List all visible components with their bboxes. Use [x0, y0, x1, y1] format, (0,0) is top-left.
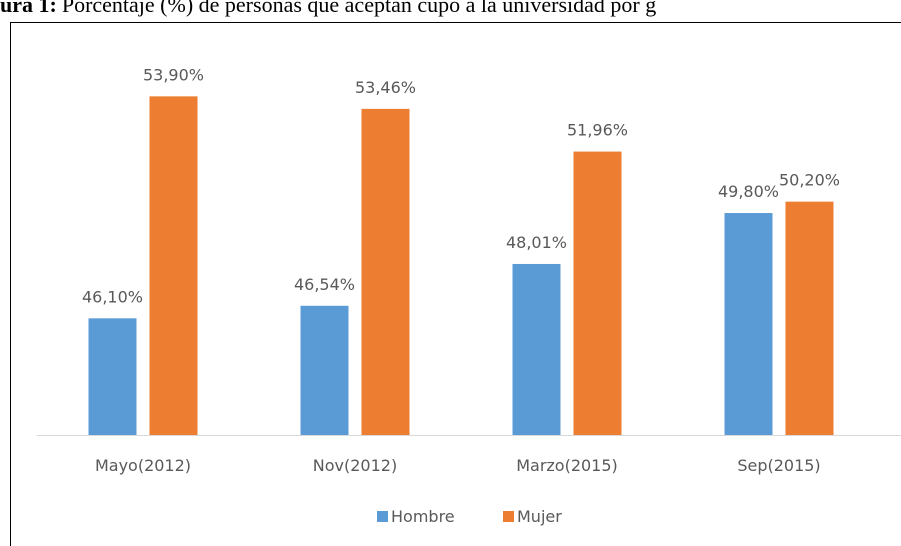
bar: [573, 151, 622, 435]
bar: [512, 263, 561, 435]
legend-swatch: [377, 511, 388, 522]
bar: [785, 201, 834, 435]
data-label: 51,96%: [567, 121, 628, 140]
legend-label: Mujer: [517, 507, 562, 526]
x-tick-label: Nov(2012): [313, 456, 397, 475]
x-tick-label: Sep(2015): [737, 456, 820, 475]
bar: [300, 305, 349, 435]
data-label: 46,10%: [82, 287, 143, 306]
x-tick-label: Marzo(2015): [516, 456, 618, 475]
legend-swatch: [503, 511, 514, 522]
bar: [88, 318, 137, 435]
chart-title-line: ura 1: Porcentaje (%) de personas que ace…: [0, 0, 656, 17]
data-label: 53,90%: [143, 65, 204, 84]
x-tick-label: Mayo(2012): [95, 456, 191, 475]
data-label: 50,20%: [779, 171, 840, 190]
data-label: 48,01%: [506, 233, 567, 252]
bar: [149, 96, 198, 436]
legend-label: Hombre: [391, 507, 455, 526]
bar: [724, 213, 773, 435]
bar: [361, 108, 410, 436]
figure-label: ura 1:: [0, 0, 57, 17]
data-label: 46,54%: [294, 275, 355, 294]
data-label: 53,46%: [355, 78, 416, 97]
chart-title: Porcentaje (%) de personas que aceptan c…: [62, 0, 656, 17]
data-label: 49,80%: [718, 182, 779, 201]
